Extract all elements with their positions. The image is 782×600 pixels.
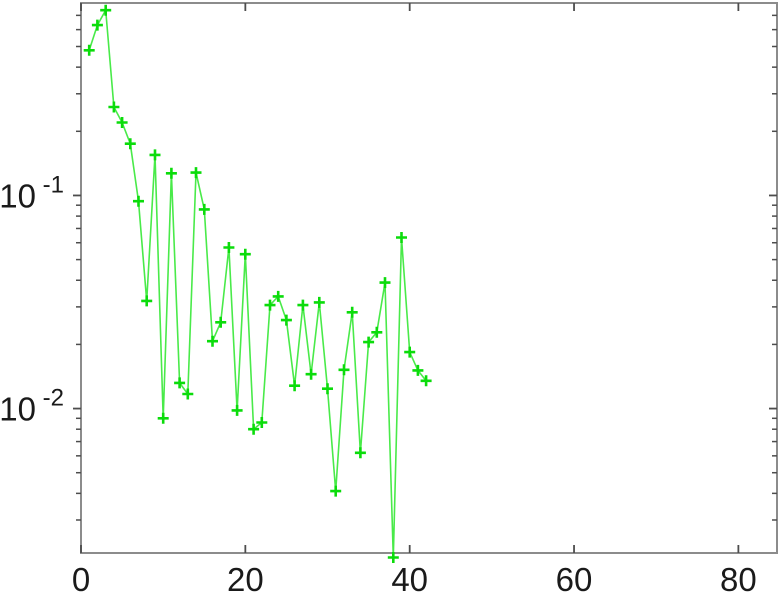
x-tick-label: 20 [227,561,264,598]
y-tick-label: 10 -2 [0,385,64,428]
series-line [88,9,427,559]
x-tick-label: 40 [391,561,428,598]
plot-box [80,2,778,554]
x-tick-label: 80 [720,561,757,598]
data-point-markers [83,4,432,563]
y-tick-label: 10 -1 [0,171,64,214]
x-tick-label: 60 [556,561,593,598]
x-tick-label: 0 [72,561,90,598]
